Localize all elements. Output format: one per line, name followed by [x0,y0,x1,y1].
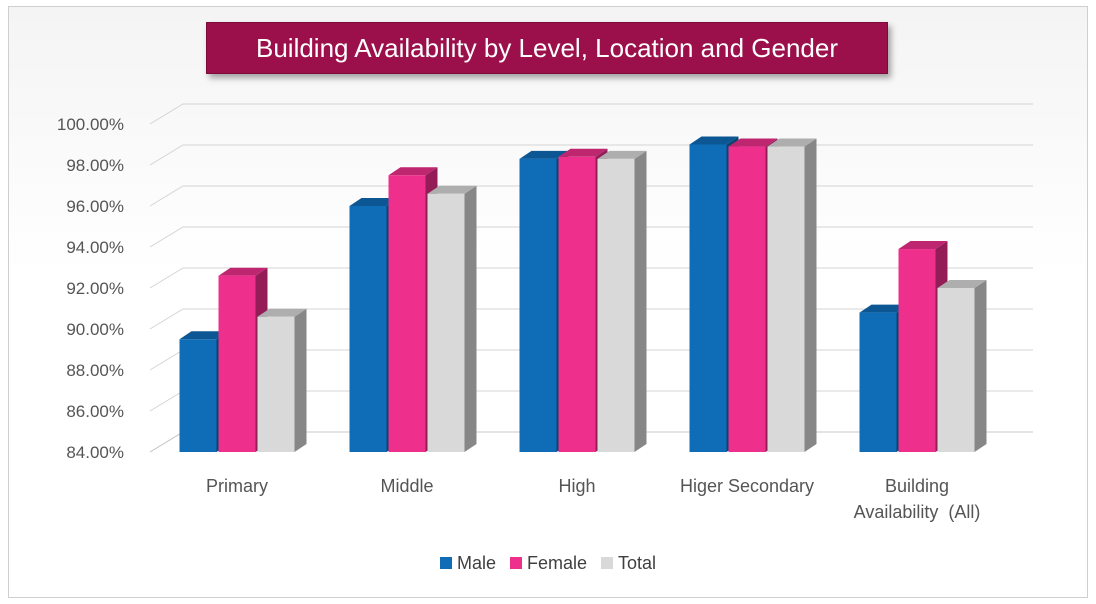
x-tick-label: High [558,476,595,496]
bars [179,136,987,453]
legend-swatch [439,557,452,569]
y-tick-label: 84.00% [66,443,124,462]
x-axis-category-labels: Primary Middle High Higer Secondary Building… [206,476,980,522]
x-tick-label: Middle [380,476,433,496]
chart-title: Building Availability by Level, Location… [206,22,888,74]
y-tick-label: 88.00% [66,361,124,380]
y-tick-label: 94.00% [66,238,124,257]
legend-label: Total [618,552,657,573]
gridline [149,103,1033,125]
bar-total [257,308,307,452]
y-tick-label: 92.00% [66,279,124,298]
legend-swatch [601,557,613,569]
y-tick-label: 90.00% [66,320,124,339]
legend-item-male: Male [439,552,496,574]
x-tick-label: Availability (All) [854,502,981,522]
y-tick-label: 86.00% [66,402,124,421]
bar-total [427,185,477,452]
bar-total [937,280,987,452]
y-tick-label: 96.00% [66,197,124,216]
legend-item-female: Female [509,552,587,574]
y-tick-label: 100.00% [57,115,124,134]
legend-label: Female [526,552,587,573]
x-tick-label: Higer Secondary [680,476,814,496]
bar-total [597,150,647,452]
legend-swatch [509,557,522,569]
y-axis-tick-labels: 84.00% 86.00% 88.00% 90.00% 92.00% 94.00% 96.0… [57,115,124,462]
x-tick-label: Primary [206,476,268,496]
legend-label: Male [456,552,496,573]
y-tick-label: 98.00% [66,156,124,175]
x-tick-label: Building [885,476,949,496]
legend-item-total: Total [601,553,656,574]
bar-total [767,138,817,453]
chart-legend: Male Female Total [0,551,1096,575]
